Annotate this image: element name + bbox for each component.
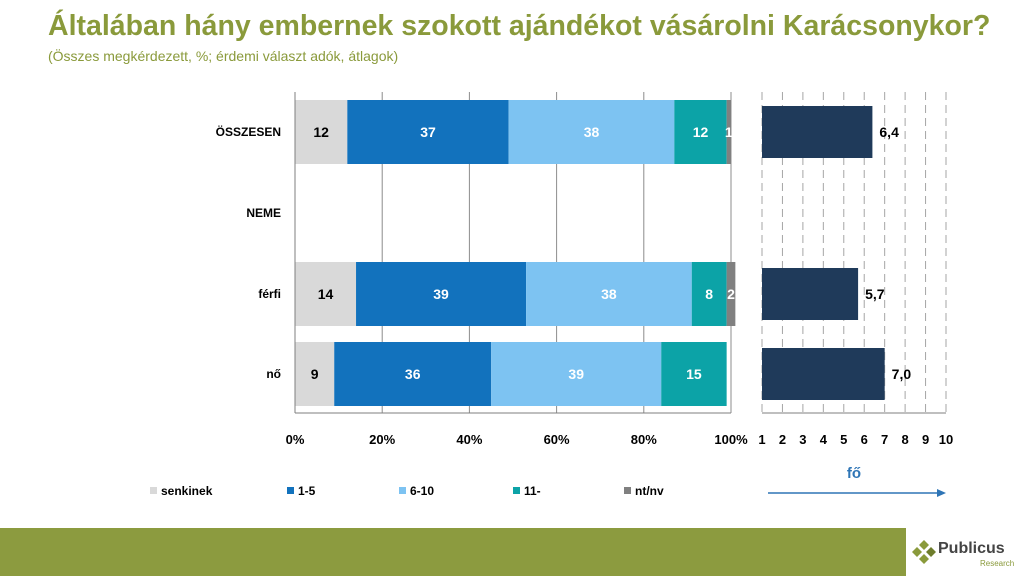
- bar-value-label: 15: [686, 366, 702, 382]
- x-tick-label: 80%: [631, 432, 657, 447]
- chart-title: Általában hány embernek szokott ajándéko…: [48, 10, 991, 42]
- bar-value-label: 38: [584, 124, 600, 140]
- legend-swatch: [150, 487, 157, 494]
- bar-value-label: 8: [705, 286, 713, 302]
- publicus-logo: Publicus Research: [906, 528, 1024, 576]
- stacked-bar-segment: [726, 100, 731, 164]
- x-tick-label-right: 6: [861, 432, 868, 447]
- x-tick-label-right: 9: [922, 432, 929, 447]
- stacked-bar-segment: [491, 342, 662, 406]
- stacked-bar-segment: [691, 262, 727, 326]
- axis-arrow-head: [937, 489, 946, 497]
- logo-text: Publicus: [938, 540, 1005, 557]
- category-label: ÖSSZESEN: [216, 124, 281, 139]
- bar-value-label: 38: [601, 286, 617, 302]
- x-tick-label-right: 3: [799, 432, 806, 447]
- axis-unit-label: fő: [847, 465, 861, 482]
- average-value-label: 5,7: [865, 286, 885, 302]
- stacked-bar-segment: [726, 262, 736, 326]
- x-tick-label-right: 1: [758, 432, 765, 447]
- legend-swatch: [287, 487, 294, 494]
- x-tick-label: 20%: [369, 432, 395, 447]
- footer-band: Publicus Research: [0, 528, 1024, 576]
- average-value-label: 7,0: [892, 366, 912, 382]
- legend-swatch: [399, 487, 406, 494]
- legend-swatch: [624, 487, 631, 494]
- stacked-bar-segment: [508, 100, 675, 164]
- bar-value-label: 36: [405, 366, 421, 382]
- stacked-bar-segment: [295, 342, 335, 406]
- average-bar: [762, 348, 885, 400]
- stacked-bar-segment: [674, 100, 727, 164]
- x-tick-label: 60%: [544, 432, 570, 447]
- stacked-bar-segment: [356, 262, 527, 326]
- x-tick-label-right: 7: [881, 432, 888, 447]
- x-tick-label-right: 8: [901, 432, 908, 447]
- legend-label: 6-10: [410, 484, 434, 498]
- bar-value-label: 37: [420, 124, 436, 140]
- bar-value-label: 9: [311, 366, 319, 382]
- legend-swatch: [513, 487, 520, 494]
- category-label: nő: [266, 367, 281, 381]
- x-tick-label: 0%: [286, 432, 305, 447]
- x-tick-label-right: 5: [840, 432, 847, 447]
- legend-label: nt/nv: [635, 484, 664, 498]
- x-tick-label: 100%: [714, 432, 748, 447]
- legend-label: 11-: [524, 484, 541, 498]
- stacked-bar-segment: [334, 342, 492, 406]
- bar-value-label: 12: [313, 124, 329, 140]
- x-tick-label-right: 4: [820, 432, 828, 447]
- legend-label: 1-5: [298, 484, 316, 498]
- chart-subtitle: (Összes megkérdezett, %; érdemi választ …: [48, 48, 399, 64]
- bar-value-label: 14: [318, 286, 334, 302]
- stacked-bar-segment: [347, 100, 509, 164]
- stacked-bar-segment: [526, 262, 692, 326]
- publicus-logo-icon: [912, 540, 936, 564]
- bar-value-label: 39: [568, 366, 584, 382]
- x-tick-label-right: 2: [779, 432, 786, 447]
- stacked-bar-segment: [661, 342, 727, 406]
- category-label: férfi: [258, 287, 281, 301]
- average-value-label: 6,4: [879, 124, 899, 140]
- bar-value-label: 12: [693, 124, 709, 140]
- bar-value-label: 1: [725, 124, 733, 140]
- x-tick-label-right: 10: [939, 432, 953, 447]
- average-bar: [762, 106, 873, 158]
- category-label: NEME: [246, 206, 281, 220]
- bar-value-label: 39: [433, 286, 449, 302]
- legend-label: senkinek: [161, 484, 213, 498]
- bar-value-label: 2: [727, 286, 735, 302]
- x-tick-label: 40%: [456, 432, 482, 447]
- stacked-bar-segment: [295, 262, 357, 326]
- logo-subtext: Research: [980, 559, 1015, 568]
- average-bar: [762, 268, 859, 320]
- stacked-bar-segment: [295, 100, 348, 164]
